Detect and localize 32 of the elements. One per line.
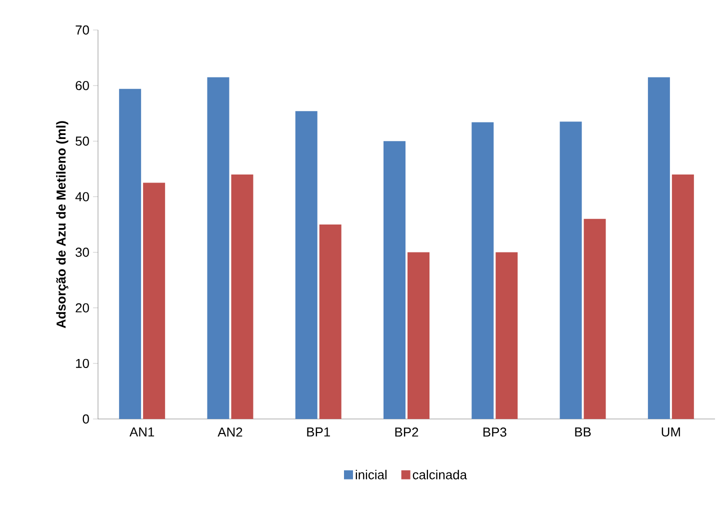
y-tick-label: 0	[82, 414, 89, 424]
bar	[119, 88, 142, 419]
bar	[496, 252, 518, 419]
y-tick-label: 20	[76, 303, 89, 312]
bar	[207, 77, 230, 419]
bar	[231, 174, 254, 419]
bar	[648, 77, 670, 419]
x-tick-label: BP2	[395, 428, 418, 437]
bar	[584, 218, 606, 419]
legend-label: inicial	[356, 470, 386, 480]
bar	[295, 111, 318, 419]
bar	[143, 182, 166, 419]
x-tick-label: AN1	[130, 428, 154, 436]
y-tick-label: 10	[76, 358, 89, 368]
y-tick-label: 60	[76, 80, 89, 90]
bar	[672, 174, 694, 419]
bar	[560, 122, 582, 419]
x-tick-label: BP3	[483, 428, 506, 437]
y-tick-label: 50	[76, 136, 89, 146]
bar	[384, 141, 406, 419]
y-tick-label: 70	[76, 25, 89, 35]
y-tick-label: 40	[75, 192, 89, 202]
bar	[408, 252, 430, 419]
x-tick-label: AN2	[218, 428, 242, 437]
bar	[319, 224, 342, 419]
x-tick-label: BB	[575, 428, 591, 436]
y-tick-label: 30	[76, 248, 89, 257]
legend-label: calcinada	[412, 470, 468, 480]
x-tick-label: BP1	[307, 428, 330, 436]
bar	[472, 122, 494, 419]
x-tick-label: UM	[662, 428, 680, 437]
y-axis-title: Adsorção de Azu de Metileno (ml)	[56, 121, 68, 328]
